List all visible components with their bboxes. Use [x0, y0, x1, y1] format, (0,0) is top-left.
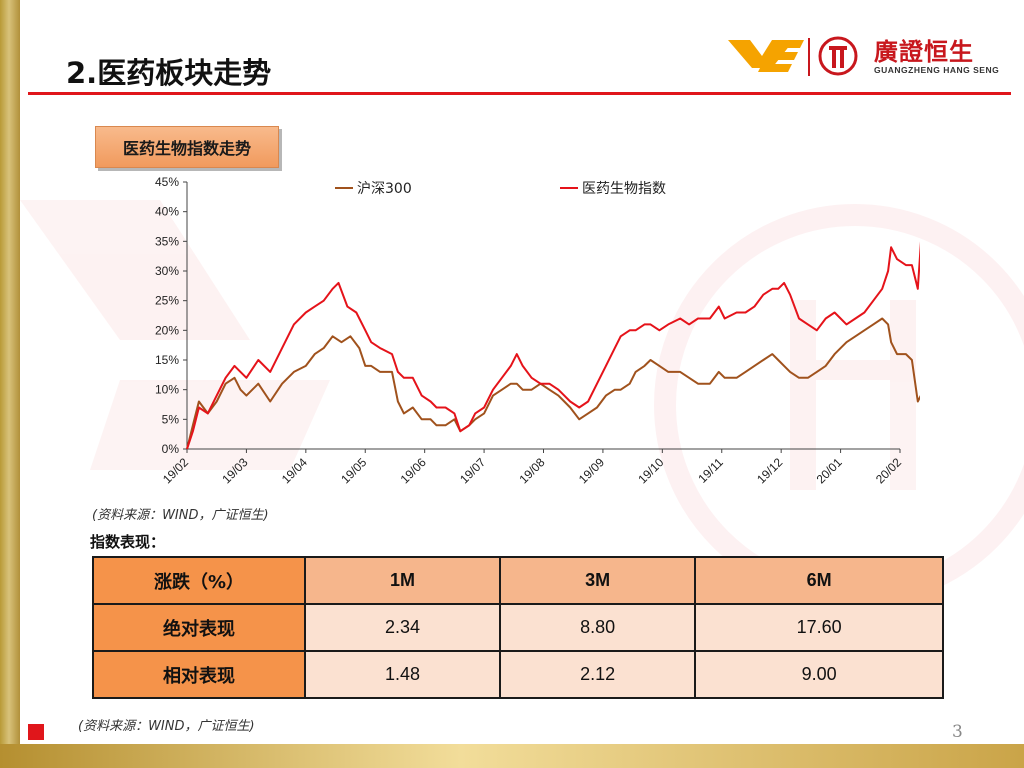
x-tick-label: 19/04: [279, 455, 310, 486]
row-label: 绝对表现: [92, 603, 306, 652]
left-gold-bar: [0, 0, 20, 768]
series-line-2: [186, 241, 920, 450]
x-tick-label: 19/05: [338, 455, 369, 486]
table-cell: 1.48: [303, 650, 502, 699]
x-tick-label: 19/02: [160, 455, 191, 486]
section-tag: 医药生物指数走势: [95, 126, 279, 168]
logo-name-en: GUANGZHENG HANG SENG: [874, 65, 1000, 75]
y-tick-label: 5%: [162, 412, 180, 426]
table-cell: 2.34: [303, 603, 502, 652]
company-logo: 廣證恒生 GUANGZHENG HANG SENG: [728, 32, 999, 82]
table-header-row: 涨跌（%） 1M 3M 6M: [92, 556, 944, 605]
x-tick-label: 19/10: [635, 455, 666, 486]
x-tick-label: 20/01: [814, 455, 845, 486]
table-header-cell: 6M: [694, 556, 944, 605]
table-header-cell: 3M: [499, 556, 697, 605]
logo-name-cn: 廣證恒生: [874, 38, 974, 66]
line-chart: 0% 5% 10% 15% 20% 25% 30% 35% 40% 45% 19/02 19/03 19…: [155, 175, 920, 486]
footer-marker: [28, 724, 44, 740]
legend-label: 沪深300: [357, 181, 412, 197]
x-tick-label: 19/06: [398, 455, 429, 486]
row-label: 相对表现: [92, 650, 306, 699]
x-tick-label: 19/12: [754, 455, 785, 486]
x-tick-label: 20/02: [873, 455, 904, 486]
x-tick-label: 19/09: [576, 455, 607, 486]
bottom-gold-bar: [0, 744, 1024, 768]
table-row: 绝对表现 2.34 8.80 17.60: [92, 603, 944, 652]
y-tick-label: 0%: [162, 442, 180, 456]
x-tick-label: 19/03: [219, 455, 250, 486]
y-tick-label: 10%: [155, 383, 179, 397]
y-tick-label: 35%: [155, 234, 179, 248]
table-cell: 8.80: [499, 603, 697, 652]
table-heading: 指数表现：: [90, 533, 166, 551]
page-number: 3: [952, 722, 963, 742]
table-cell: 2.12: [499, 650, 697, 699]
x-tick-label: 19/07: [457, 455, 488, 486]
chart-source-note: (资料来源：WIND，广证恒生): [92, 508, 269, 523]
y-tick-label: 15%: [155, 353, 179, 367]
x-tick-label: 19/11: [695, 455, 726, 486]
table-source-note: (资料来源：WIND，广证恒生): [78, 719, 255, 734]
table-cell: 9.00: [694, 650, 944, 699]
logo-mark: [728, 36, 858, 76]
table-header-cell: 1M: [303, 556, 502, 605]
y-tick-label: 45%: [155, 175, 179, 189]
table-row: 相对表现 1.48 2.12 9.00: [92, 650, 944, 699]
legend-label: 医药生物指数: [582, 181, 666, 197]
y-tick-label: 20%: [155, 323, 179, 337]
y-tick-label: 40%: [155, 205, 179, 219]
title-underline: [28, 92, 1011, 95]
y-tick-label: 30%: [155, 264, 179, 278]
y-tick-label: 25%: [155, 294, 179, 308]
series-line-1: [186, 317, 920, 450]
x-tick-label: 19/08: [516, 455, 547, 486]
table-header-cell: 涨跌（%）: [92, 556, 306, 605]
performance-table: 涨跌（%） 1M 3M 6M 绝对表现 2.34 8.80 17.60 相对表现…: [92, 556, 944, 699]
table-cell: 17.60: [694, 603, 944, 652]
page-title: 2.医药板块走势: [66, 56, 272, 90]
